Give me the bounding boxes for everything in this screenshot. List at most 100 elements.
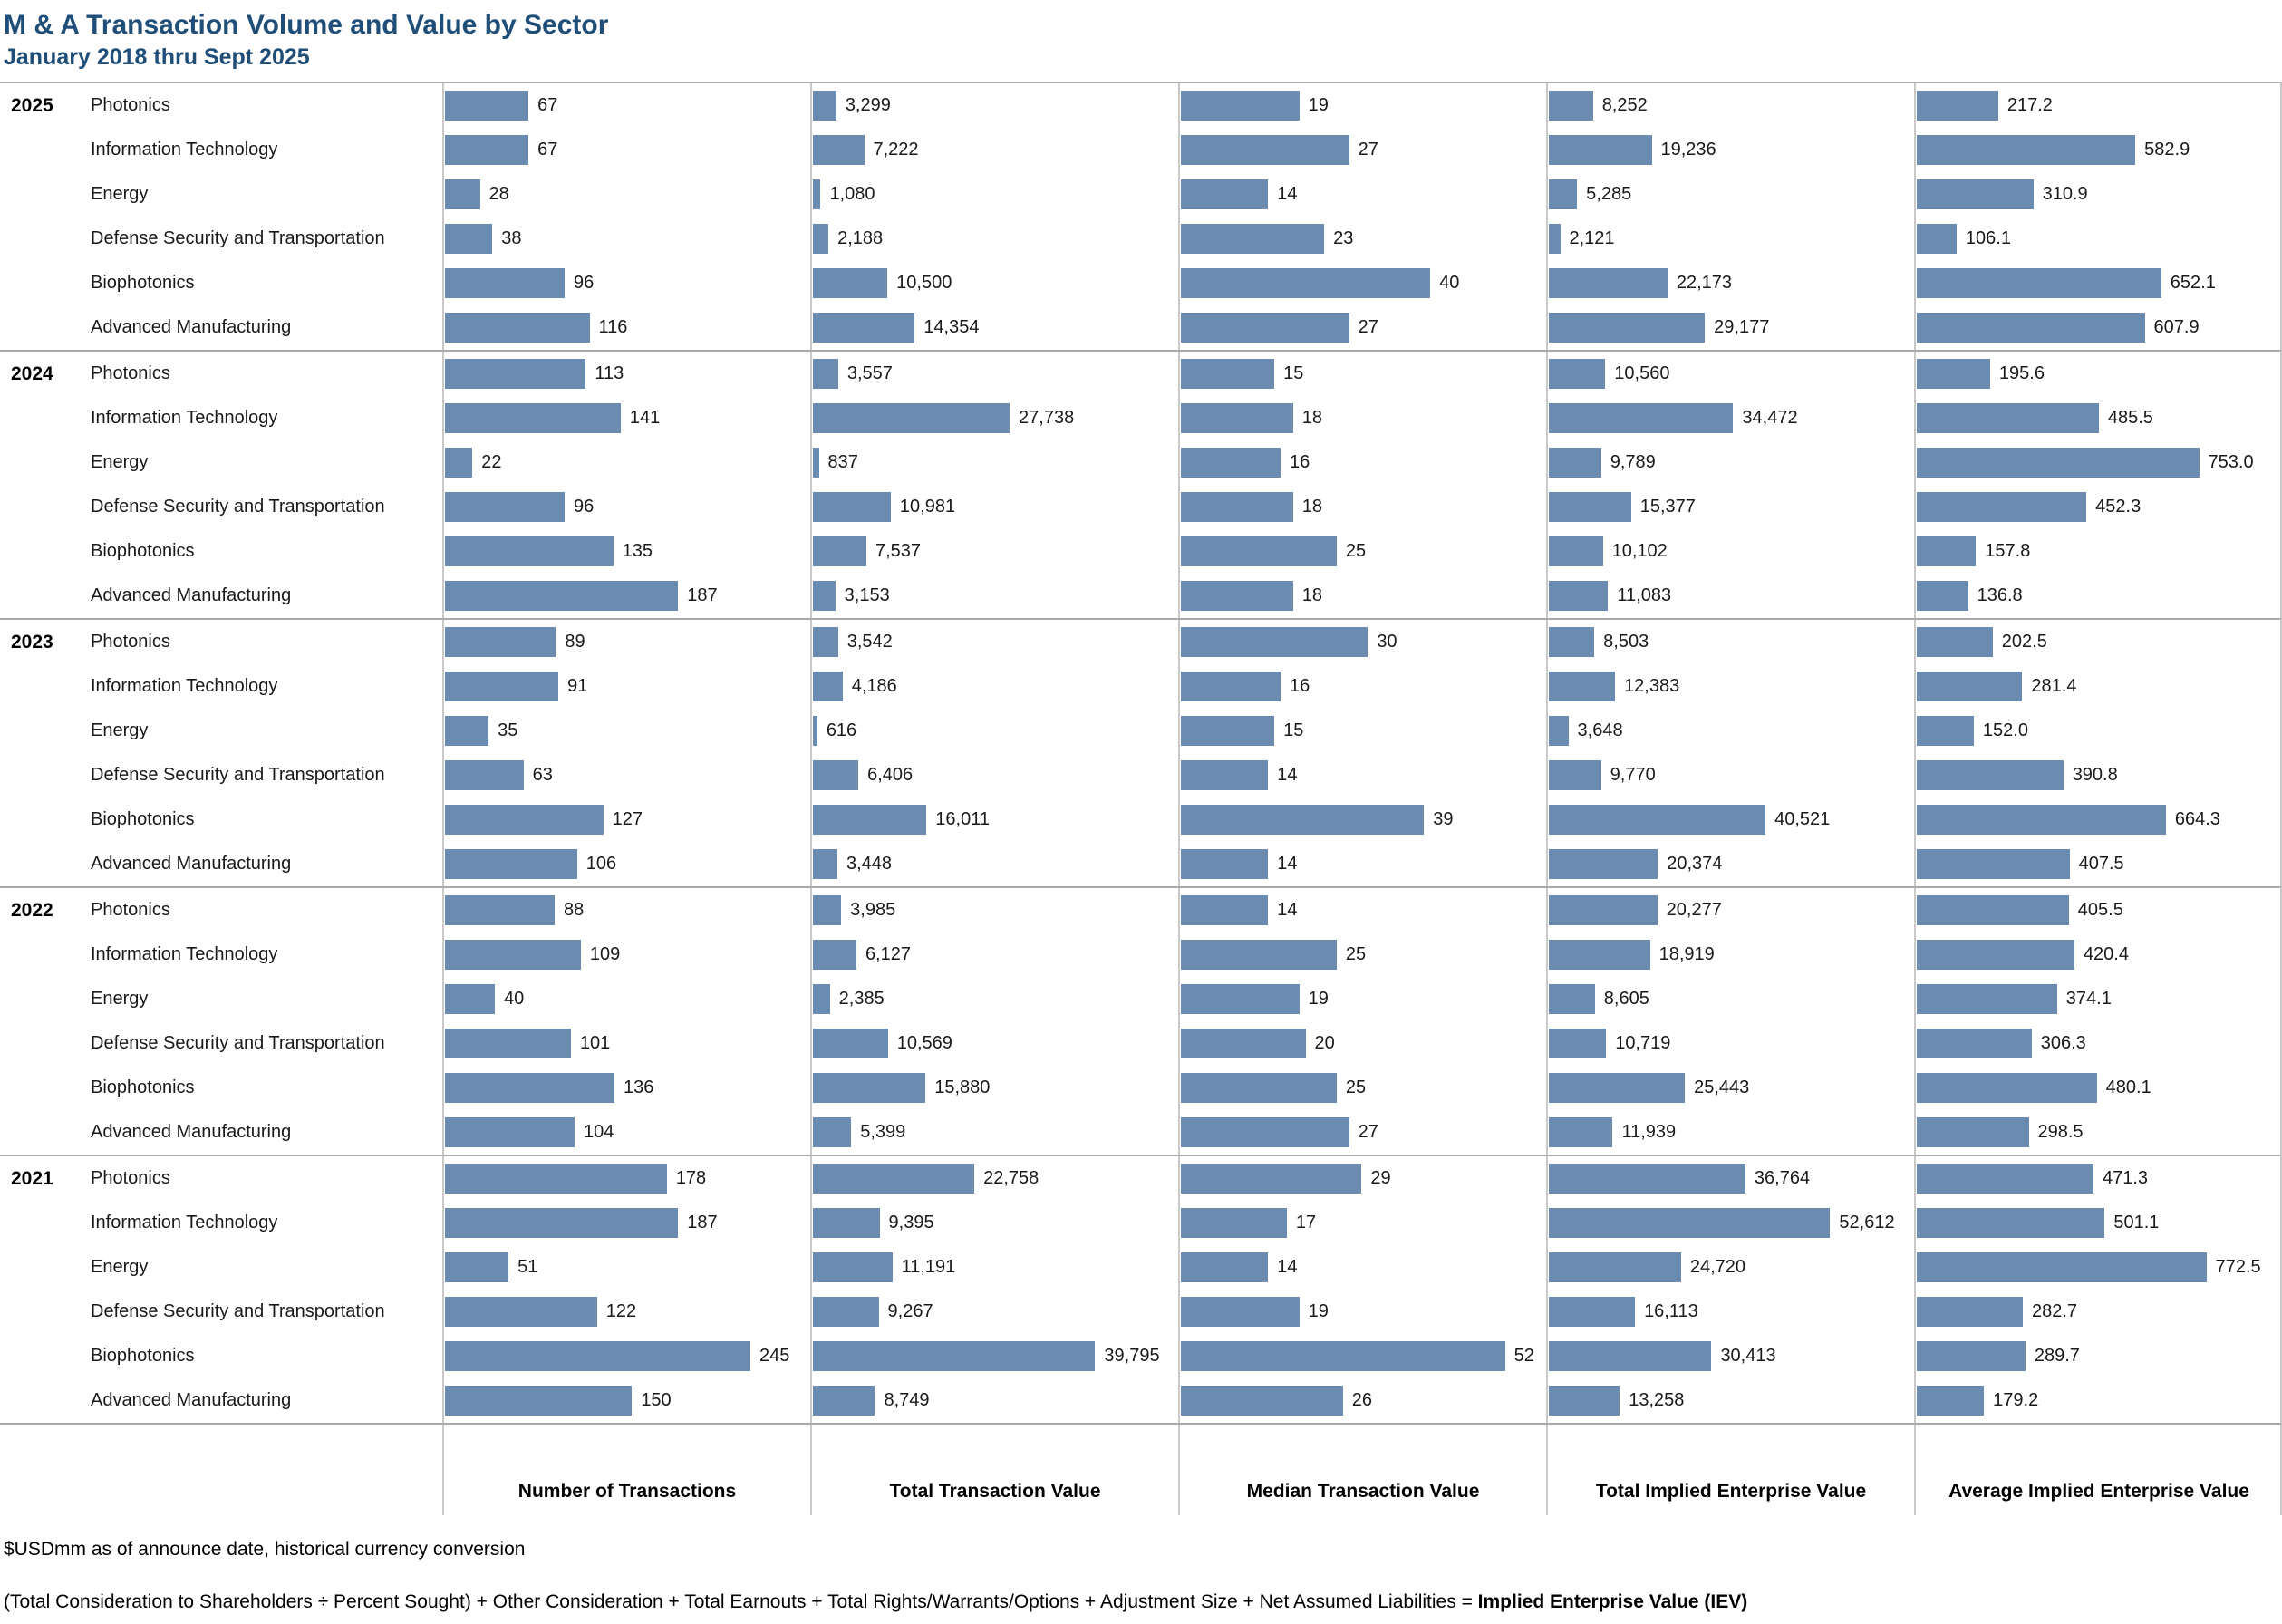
- bar: [1917, 895, 2069, 925]
- footnote-formula-bold: Implied Enterprise Value (IEV): [1477, 1591, 1748, 1612]
- bar: [1181, 313, 1349, 343]
- bar-value-label: 471.3: [2103, 1168, 2149, 1188]
- bar-value-label: 18: [1301, 408, 1323, 428]
- bar-value-label: 63: [532, 765, 553, 785]
- bar-cell: 582.9: [1914, 128, 2282, 172]
- bar: [445, 448, 473, 478]
- bar-value-label: 96: [574, 273, 595, 293]
- bar-cell: 298.5: [1914, 1110, 2282, 1155]
- bar-cell: 89: [442, 620, 810, 664]
- bar: [1181, 984, 1300, 1014]
- bar-value-label: 390.8: [2072, 765, 2118, 785]
- bar-value-label: 12,383: [1624, 676, 1680, 696]
- bar: [1917, 1029, 2032, 1058]
- bar-cell: 109: [442, 933, 810, 977]
- bar: [1181, 1164, 1362, 1194]
- bar: [445, 1208, 679, 1238]
- bar: [445, 940, 581, 970]
- footnote-formula: (Total Consideration to Shareholders ÷ P…: [4, 1591, 2282, 1613]
- bar-cell: 14: [1178, 842, 1546, 886]
- bar-cell: 14: [1178, 172, 1546, 217]
- bar-value-label: 152.0: [1982, 720, 2028, 740]
- bar: [1181, 849, 1269, 879]
- bar-value-label: 22,173: [1676, 273, 1732, 293]
- bar-cell: 616: [810, 709, 1178, 753]
- bar: [1917, 91, 1998, 121]
- bar-value-label: 582.9: [2144, 140, 2190, 160]
- bar-value-label: 407.5: [2078, 854, 2124, 874]
- bar: [1181, 359, 1275, 389]
- bar-value-label: 10,560: [1614, 363, 1670, 383]
- bar-cell: 15,377: [1546, 485, 1914, 529]
- bar-value-label: 3,648: [1577, 720, 1623, 740]
- bar-cell: 12,383: [1546, 664, 1914, 709]
- bar-value-label: 30,413: [1720, 1346, 1776, 1366]
- bar: [1917, 268, 2161, 298]
- bar-value-label: 29: [1370, 1168, 1391, 1188]
- bar-cell: 8,252: [1546, 83, 1914, 128]
- bar-cell: 3,542: [810, 620, 1178, 664]
- sector-label: Information Technology: [91, 1213, 278, 1232]
- bar-cell: 3,648: [1546, 709, 1914, 753]
- bar-value-label: 136: [624, 1078, 654, 1097]
- bar-cell: 4,186: [810, 664, 1178, 709]
- bar: [1917, 1252, 2207, 1282]
- bar-value-label: 11,083: [1617, 585, 1672, 605]
- bar: [445, 581, 679, 611]
- bar-value-label: 664.3: [2174, 809, 2220, 829]
- bar: [1917, 1341, 2026, 1371]
- year-block-2024: 2024 Photonics 113 3,557 15 10,560 195.6 Inform…: [0, 350, 2282, 618]
- bar: [445, 1164, 667, 1194]
- bar: [1181, 1297, 1300, 1327]
- bar: [813, 313, 915, 343]
- bar-cell: 25,443: [1546, 1066, 1914, 1110]
- bar-cell: 390.8: [1914, 753, 2282, 798]
- bar-value-label: 7,537: [875, 541, 922, 561]
- bar-value-label: 289.7: [2034, 1346, 2080, 1366]
- sector-label: Biophotonics: [91, 809, 195, 829]
- bar-cell: 25: [1178, 529, 1546, 574]
- bar-value-label: 127: [612, 809, 643, 829]
- bar: [813, 1029, 888, 1058]
- bar-cell: 16,011: [810, 798, 1178, 842]
- row-label: Advanced Manufacturing: [0, 1110, 442, 1155]
- bar-value-label: 306.3: [2040, 1033, 2086, 1053]
- bar: [1181, 1073, 1337, 1103]
- bar-value-label: 51: [517, 1257, 538, 1277]
- bar-cell: 15: [1178, 709, 1546, 753]
- sector-label: Photonics: [91, 95, 170, 115]
- bar-cell: 187: [442, 1201, 810, 1245]
- bar-cell: 306.3: [1914, 1021, 2282, 1066]
- bar-value-label: 22: [481, 452, 502, 472]
- bar-value-label: 18: [1301, 497, 1323, 517]
- bar-value-label: 10,719: [1615, 1033, 1671, 1053]
- bar-value-label: 14: [1277, 900, 1298, 920]
- bar-cell: 27: [1178, 1110, 1546, 1155]
- bar-cell: 2,385: [810, 977, 1178, 1021]
- row-label: 2023 Photonics: [0, 620, 442, 664]
- bar-value-label: 772.5: [2215, 1257, 2261, 1277]
- bar-value-label: 109: [589, 944, 621, 964]
- bar-value-label: 36,764: [1754, 1168, 1811, 1188]
- bar-cell: 5,399: [810, 1110, 1178, 1155]
- bar: [1549, 448, 1601, 478]
- bar-cell: 6,406: [810, 753, 1178, 798]
- bar: [1917, 135, 2136, 165]
- bar: [1917, 313, 2145, 343]
- bar-value-label: 39: [1433, 809, 1454, 829]
- bar: [1917, 492, 2087, 522]
- bar: [813, 716, 817, 746]
- bar: [445, 627, 556, 657]
- bar: [1917, 1117, 2029, 1147]
- row-label: Defense Security and Transportation: [0, 485, 442, 529]
- bar-cell: 22,758: [810, 1156, 1178, 1201]
- year-label: 2022: [11, 899, 53, 921]
- bar: [445, 268, 566, 298]
- bar-cell: 8,749: [810, 1378, 1178, 1423]
- bar-cell: 11,191: [810, 1245, 1178, 1290]
- bar-value-label: 19: [1308, 95, 1329, 115]
- bar-cell: 405.5: [1914, 888, 2282, 933]
- year-block-2022: 2022 Photonics 88 3,985 14 20,277 405.5 Informa…: [0, 886, 2282, 1155]
- chart-table: 2025 Photonics 67 3,299 19 8,252 217.2 Informat…: [0, 82, 2282, 1425]
- bar-cell: 187: [442, 574, 810, 618]
